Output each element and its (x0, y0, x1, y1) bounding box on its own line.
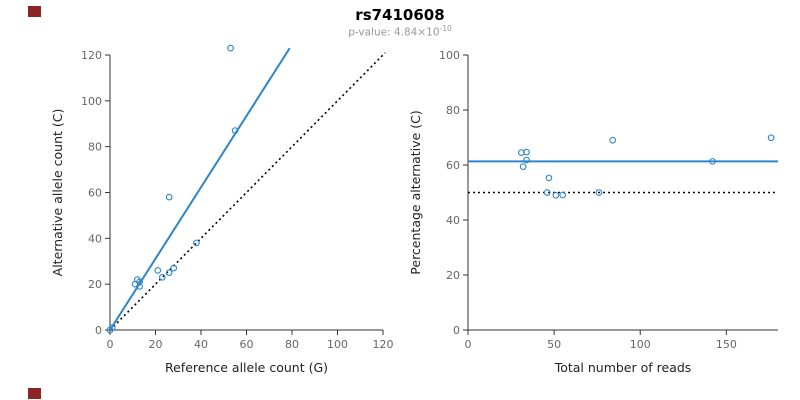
data-point (523, 148, 530, 156)
y-tick-label: 80 (88, 141, 102, 154)
plot-subtitle: p-value: 4.84×10-10 (0, 24, 800, 39)
data-point (136, 278, 143, 286)
data-point (154, 267, 162, 274)
y-tick-label: 60 (88, 187, 102, 200)
x-tick-label: 0 (107, 338, 114, 351)
data-point (231, 127, 239, 134)
fit-line (109, 47, 291, 331)
y-tick-label: 80 (446, 104, 460, 117)
red-marker-top-left (28, 6, 41, 17)
data-point (767, 134, 775, 142)
x-tick-label: 50 (547, 338, 561, 351)
y-tick-label: 60 (446, 159, 460, 172)
data-point (609, 136, 617, 144)
y-tick-label: 100 (81, 95, 102, 108)
pvalue-text: p-value: 4.84×10 (348, 26, 440, 39)
x-tick-label: 100 (327, 338, 348, 351)
y-tick-label: 40 (446, 214, 460, 227)
data-point (559, 191, 567, 199)
x-tick-label: 20 (149, 338, 163, 351)
red-marker-bottom-left (28, 388, 41, 399)
x-tick-label: 120 (373, 338, 394, 351)
data-point (170, 264, 178, 272)
pvalue-exponent: -10 (439, 24, 452, 33)
data-point (545, 174, 553, 182)
data-point (523, 156, 530, 164)
data-point (519, 163, 527, 170)
scatter-plots: 0 20 40 60 80 100 120 0 20 40 60 80 100 120 Reference … (50, 44, 778, 375)
data-point (709, 158, 716, 165)
data-point (552, 191, 560, 199)
scatter-plot-2: 0 50 100 150 0 20 40 60 80 100 Total number of rea… (408, 49, 778, 375)
data-point (108, 324, 116, 332)
y-tick-label: 20 (446, 269, 460, 282)
y-tick-label: 0 (95, 324, 102, 337)
y-axis-label: Percentage alternative (C) (408, 110, 423, 274)
y-tick-label: 20 (88, 278, 102, 291)
data-point (158, 273, 166, 281)
x-tick-label: 80 (285, 338, 299, 351)
x-axis-label: Total number of reads (554, 360, 692, 375)
x-axis-label: Reference allele count (G) (165, 360, 328, 375)
y-tick-label: 100 (439, 49, 460, 62)
x-tick-label: 100 (630, 338, 651, 351)
data-point (227, 44, 234, 52)
x-tick-label: 150 (716, 338, 737, 351)
data-point (595, 189, 603, 196)
data-point (136, 283, 143, 290)
y-tick-label: 0 (453, 324, 460, 337)
y-tick-label: 40 (88, 232, 102, 245)
x-tick-label: 60 (240, 338, 254, 351)
data-point (193, 239, 200, 247)
scatter-plot-1: 0 20 40 60 80 100 120 0 20 40 60 80 100 120 Reference … (50, 44, 394, 375)
y-tick-label: 120 (81, 49, 102, 62)
y-axis-label: Alternative allele count (C) (50, 109, 65, 277)
data-point (165, 269, 173, 277)
data-point (543, 189, 551, 196)
plot-title: rs7410608 (355, 6, 445, 24)
identity-line (109, 52, 386, 331)
data-point (165, 193, 173, 201)
x-tick-label: 0 (465, 338, 472, 351)
x-tick-label: 40 (194, 338, 208, 351)
